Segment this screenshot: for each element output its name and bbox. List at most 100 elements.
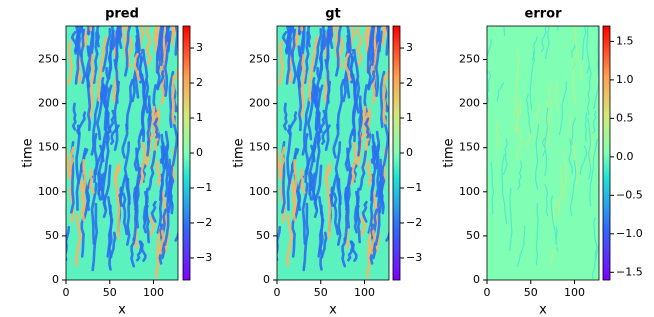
heatmap-streak [299, 53, 306, 120]
heatmap-streak [106, 204, 114, 258]
heatmap-streak [101, 27, 112, 73]
heatmap-streak [363, 112, 370, 141]
heatmap-streak [99, 77, 105, 101]
heatmap-streak [291, 216, 296, 258]
heatmap-streak [312, 27, 323, 73]
colorbar-tick-label: 0.0 [616, 150, 634, 163]
heatmap-streak [308, 140, 317, 201]
heatmap-streak [300, 168, 306, 194]
chart-title: pred [105, 7, 139, 22]
heatmap-streak [285, 31, 291, 85]
heatmap-streak [87, 26, 94, 57]
heatmap-streak [140, 142, 146, 184]
colorbar-tick-label: 3 [406, 41, 413, 54]
colorbar [602, 25, 611, 281]
heatmap-streak [103, 84, 113, 131]
heatmap-streak [165, 26, 171, 53]
heatmap-streak [569, 113, 579, 185]
heatmap-streak [324, 162, 332, 184]
y-tick-label: 150 [38, 141, 59, 154]
colorbar [392, 25, 401, 281]
heatmap-streak [89, 53, 95, 120]
colorbar-tick-label: −0.5 [616, 188, 643, 201]
heatmap-streak [496, 82, 504, 102]
heatmap-streak [356, 39, 364, 67]
heatmap-streak [117, 186, 124, 207]
heatmap-streak [319, 231, 328, 271]
x-axis-label: x [539, 303, 547, 317]
heatmap-streak [371, 186, 381, 254]
heatmap-streak [136, 240, 143, 262]
heatmap-streak [86, 26, 90, 35]
heatmap-streak [130, 237, 136, 268]
heatmap-streak [306, 83, 317, 141]
heatmap-streak [573, 28, 583, 81]
heatmap-streak [502, 139, 508, 175]
heatmap-streak [351, 142, 357, 184]
heatmap-streak [300, 26, 304, 32]
heatmap-streak [587, 117, 592, 180]
heatmap-streak [516, 99, 523, 134]
heatmap-streak [152, 117, 160, 139]
heatmap-streak [108, 231, 117, 271]
heatmap-streak [535, 202, 539, 265]
heatmap-streak [366, 161, 373, 187]
heatmap-streak [113, 162, 121, 184]
heatmap-streak [75, 111, 87, 136]
heatmap-streak [66, 149, 70, 170]
heatmap-streak [307, 26, 312, 48]
heatmap-streak [341, 237, 347, 268]
heatmap-streak [277, 149, 281, 170]
heatmap-streak [360, 212, 367, 236]
colorbar-tick-label: −1.0 [616, 227, 643, 240]
heatmap-streak [96, 26, 101, 48]
heatmap-streak [304, 133, 310, 176]
heatmap-streak [544, 184, 549, 217]
heatmap-streak [74, 31, 80, 85]
y-tick-label: 100 [38, 185, 59, 198]
y-tick-label: 250 [459, 53, 480, 66]
heatmap-streak [593, 217, 598, 260]
colorbar-tick-label: −2 [406, 216, 422, 229]
heatmap-streak [351, 78, 361, 136]
y-tick-label: 150 [249, 141, 270, 154]
axes-frame [65, 25, 179, 281]
heatmap-streak [378, 158, 384, 214]
heatmap-streak [100, 172, 108, 218]
heatmap-streak [71, 102, 77, 131]
heatmap-streak [75, 26, 80, 37]
colorbar-tick-label: 0 [196, 146, 203, 159]
heatmap-streak [120, 26, 126, 40]
heatmap-streak [302, 202, 310, 272]
heatmap-streak [584, 112, 588, 142]
heatmap-streak [385, 26, 389, 56]
heatmap-streak [282, 102, 288, 131]
chart-title: gt [325, 7, 341, 22]
colorbar-tick-label: 1 [196, 111, 203, 124]
heatmap-streak [490, 162, 495, 215]
heatmap-streak [589, 138, 598, 207]
heatmap-streak [336, 78, 345, 130]
heatmap-streak [68, 165, 75, 223]
heatmap-streak [541, 26, 547, 53]
axes-frame [276, 25, 390, 281]
heatmap-streak [350, 240, 358, 263]
heatmap-streak [544, 26, 550, 60]
heatmap-streak [87, 26, 93, 36]
heatmap-streak [291, 158, 298, 222]
heatmap-background [487, 26, 599, 280]
heatmap-streak [89, 168, 95, 194]
heatmap-streak [379, 70, 386, 129]
heatmap-streak [329, 26, 334, 41]
heatmap-streak [160, 26, 165, 67]
heatmap-streak [529, 50, 535, 110]
colorbar-tick-label: 2 [406, 76, 413, 89]
heatmap-streak [171, 115, 178, 167]
heatmap-streak [487, 71, 492, 104]
heatmap-streak [332, 123, 340, 159]
heatmap-streak [110, 124, 120, 145]
heatmap-streak [103, 85, 110, 108]
heatmap-streak [310, 77, 316, 101]
x-tick-label: 100 [143, 286, 164, 299]
y-tick-label: 200 [249, 97, 270, 110]
